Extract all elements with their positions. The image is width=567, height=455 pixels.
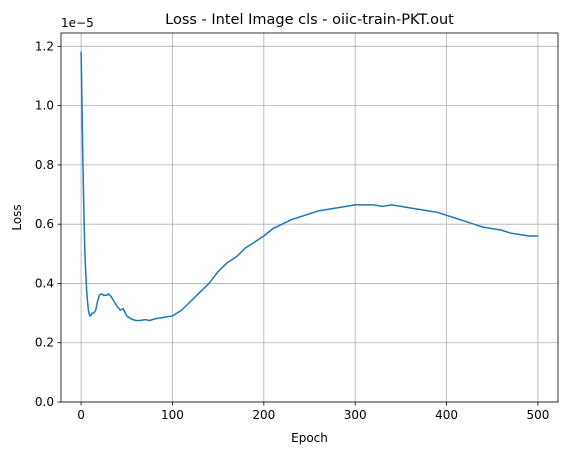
y-offset-label: 1e−5 (61, 16, 94, 30)
axis-ticks: 0 100 200 300 400 500 0.0 0.2 0.4 0.6 0.8 1.0 1.2 (35, 39, 549, 422)
loss-series-line (80, 51, 539, 322)
y-axis-label: Loss (10, 204, 24, 230)
y-tick-label: 0.6 (35, 217, 54, 231)
x-tick-label: 100 (161, 408, 184, 422)
plot-frame (60, 32, 559, 403)
y-tick-label: 0.0 (35, 395, 54, 409)
x-tick-label: 0 (77, 408, 85, 422)
x-tick-label: 300 (344, 408, 367, 422)
chart-title: Loss - Intel Image cls - oiic-train-PKT.… (165, 12, 454, 28)
x-axis-label: Epoch (291, 431, 328, 445)
y-tick-label: 0.2 (35, 336, 54, 350)
x-tick-label: 500 (526, 408, 549, 422)
x-tick-label: 400 (435, 408, 458, 422)
y-tick-label: 1.2 (35, 39, 54, 53)
x-tick-label: 200 (252, 408, 275, 422)
y-tick-label: 0.4 (35, 276, 54, 290)
y-tick-label: 1.0 (35, 99, 54, 113)
y-tick-label: 0.8 (35, 158, 54, 172)
